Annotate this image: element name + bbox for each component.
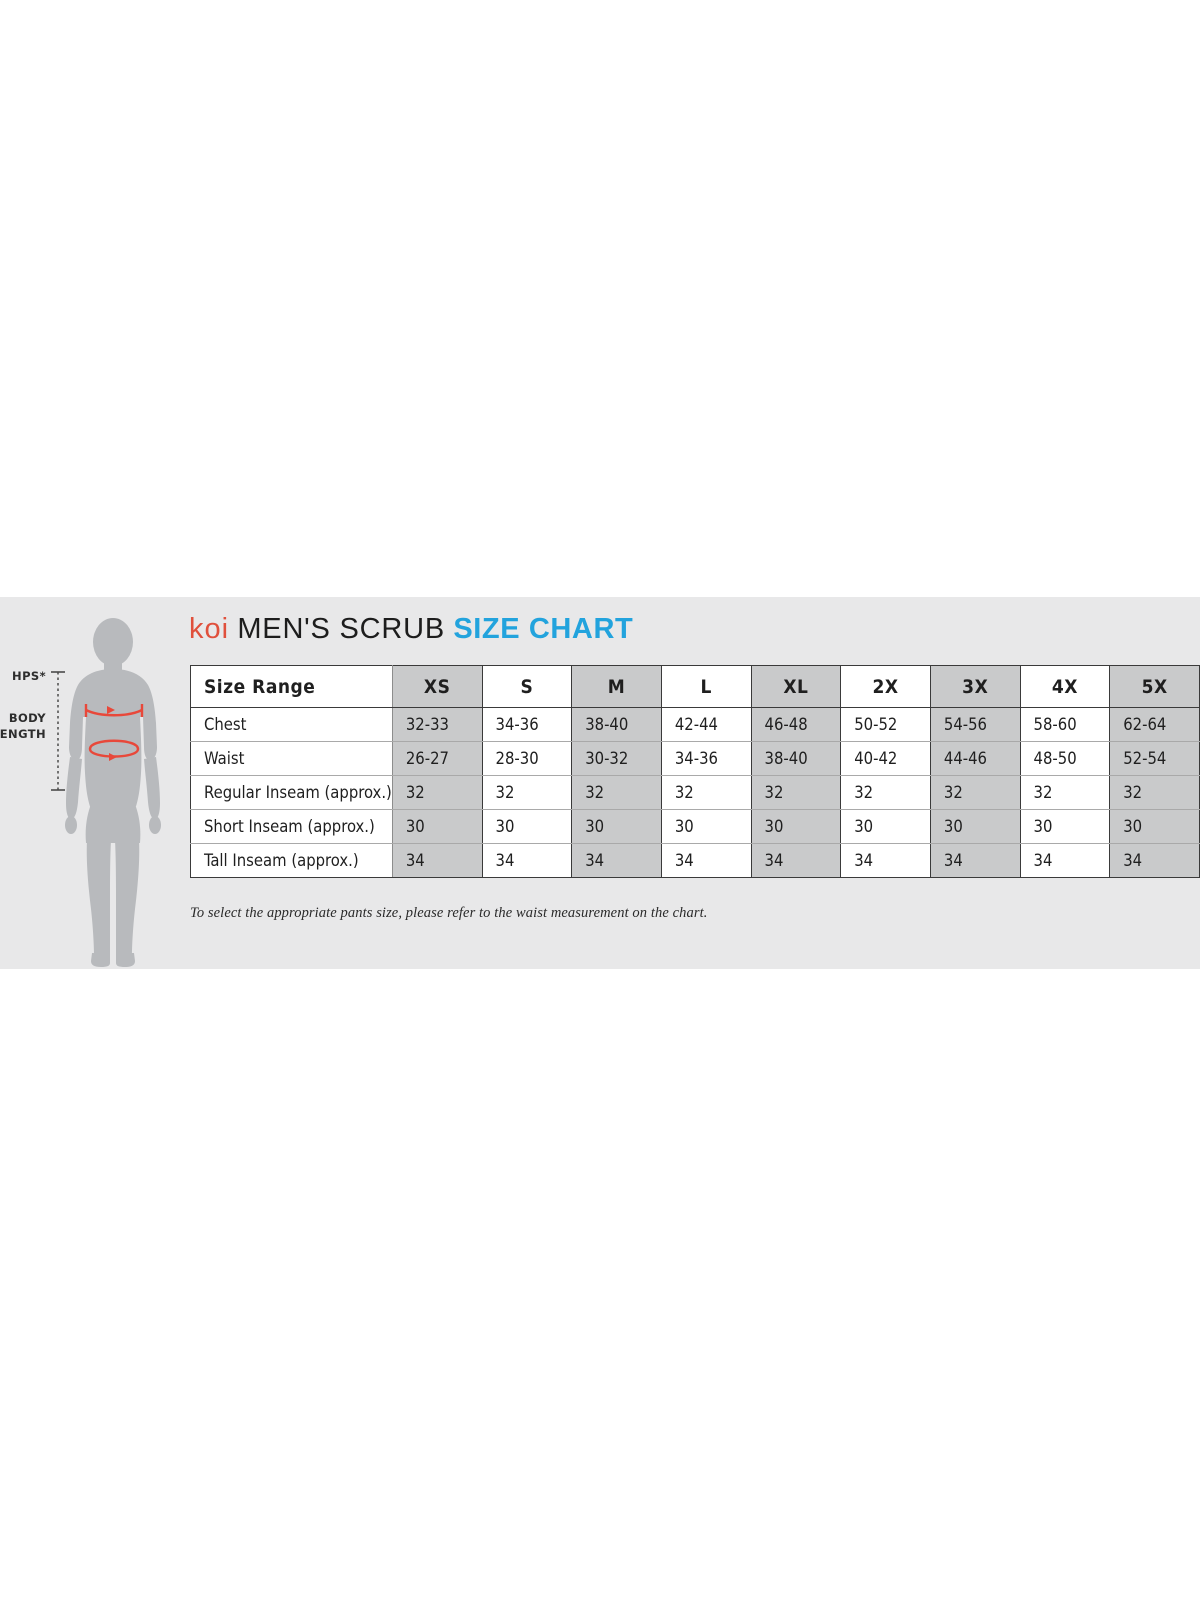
cell-xl: 30	[750, 809, 842, 844]
cell-l: 30	[660, 809, 752, 844]
column-header-s: S	[481, 665, 573, 708]
cell-5x: 52-54	[1109, 741, 1200, 776]
cell-5x: 34	[1109, 843, 1200, 878]
cell-m: 32	[571, 775, 662, 810]
table-row: Tall Inseam (approx.) 34 34 34 34 34 34 34 34 34	[190, 843, 1200, 878]
cell-3x: 34	[929, 843, 1021, 878]
column-header-5x: 5X	[1109, 665, 1200, 708]
table-body: Chest 32-33 34-36 38-40 42-44 46-48 50-52 54-56…	[190, 707, 1200, 878]
row-label: Chest	[190, 707, 393, 742]
cell-m: 38-40	[571, 707, 662, 742]
row-label: Regular Inseam (approx.)	[190, 775, 393, 810]
cell-xl: 32	[750, 775, 842, 810]
table-row: Chest 32-33 34-36 38-40 42-44 46-48 50-52 54-56…	[190, 707, 1200, 742]
cell-2x: 32	[840, 775, 931, 810]
cell-l: 34	[660, 843, 752, 878]
cell-l: 32	[660, 775, 752, 810]
table-head: Size Range XS S M L XL 2X 3X 4X 5X	[190, 665, 1200, 708]
cell-4x: 34	[1019, 843, 1111, 878]
cell-2x: 40-42	[840, 741, 931, 776]
cell-s: 30	[481, 809, 573, 844]
cell-4x: 58-60	[1019, 707, 1111, 742]
row-label: Short Inseam (approx.)	[190, 809, 393, 844]
cell-3x: 44-46	[929, 741, 1021, 776]
table-header-row: Size Range XS S M L XL 2X 3X 4X 5X	[190, 665, 1200, 708]
size-chart-table: Size Range XS S M L XL 2X 3X 4X 5X Chest 32-33 34-…	[190, 665, 1200, 878]
table-row: Waist 26-27 28-30 30-32 34-36 38-40 40-42 44-46…	[190, 741, 1200, 776]
column-header-2x: 2X	[840, 665, 931, 708]
table-row: Regular Inseam (approx.) 32 32 32 32 32 32 32 32…	[190, 775, 1200, 810]
cell-xs: 32-33	[391, 707, 483, 742]
male-body-silhouette-icon	[51, 618, 161, 967]
column-header-m: M	[571, 665, 662, 708]
cell-s: 28-30	[481, 741, 573, 776]
body-length-line2: LENGTH	[0, 727, 46, 741]
cell-m: 30	[571, 809, 662, 844]
cell-l: 42-44	[660, 707, 752, 742]
cell-5x: 32	[1109, 775, 1200, 810]
hps-label: HPS*	[12, 669, 46, 683]
cell-3x: 30	[929, 809, 1021, 844]
cell-4x: 32	[1019, 775, 1111, 810]
column-header-xl: XL	[750, 665, 842, 708]
cell-m: 30-32	[571, 741, 662, 776]
row-label: Waist	[190, 741, 393, 776]
cell-2x: 50-52	[840, 707, 931, 742]
cell-s: 32	[481, 775, 573, 810]
cell-3x: 32	[929, 775, 1021, 810]
cell-s: 34-36	[481, 707, 573, 742]
footnote-text: To select the appropriate pants size, pl…	[190, 905, 708, 921]
column-header-l: L	[660, 665, 752, 708]
brand-name: koi	[189, 613, 230, 645]
cell-4x: 30	[1019, 809, 1111, 844]
body-length-label: BODY LENGTH	[0, 710, 46, 742]
cell-m: 34	[571, 843, 662, 878]
cell-xl: 46-48	[750, 707, 842, 742]
chest-measure-arrow-icon	[84, 704, 144, 717]
cell-l: 34-36	[660, 741, 752, 776]
size-chart-table-wrap: Size Range XS S M L XL 2X 3X 4X 5X Chest 32-33 34-…	[190, 665, 1200, 878]
cell-5x: 62-64	[1109, 707, 1200, 742]
cell-2x: 30	[840, 809, 931, 844]
cell-xs: 32	[391, 775, 483, 810]
body-measurement-diagram: HPS* BODY LENGTH	[0, 597, 190, 969]
cell-xs: 26-27	[391, 741, 483, 776]
cell-xs: 30	[391, 809, 483, 844]
cell-xs: 34	[391, 843, 483, 878]
column-header-xs: XS	[391, 665, 483, 708]
column-header-size-range: Size Range	[190, 665, 393, 708]
cell-xl: 34	[750, 843, 842, 878]
column-header-3x: 3X	[929, 665, 1021, 708]
row-label: Tall Inseam (approx.)	[190, 843, 393, 878]
title-highlight: SIZE CHART	[453, 613, 634, 645]
table-row: Short Inseam (approx.) 30 30 30 30 30 30 30 30 30	[190, 809, 1200, 844]
cell-5x: 30	[1109, 809, 1200, 844]
size-chart-panel: HPS* BODY LENGTH koi MEN'S SCRUB SIZE CH…	[0, 597, 1200, 969]
cell-s: 34	[481, 843, 573, 878]
page-title: koi MEN'S SCRUB SIZE CHART	[189, 613, 633, 646]
cell-3x: 54-56	[929, 707, 1021, 742]
cell-4x: 48-50	[1019, 741, 1111, 776]
waist-measure-arrow-icon	[88, 739, 140, 761]
cell-xl: 38-40	[750, 741, 842, 776]
cell-2x: 34	[840, 843, 931, 878]
body-length-bracket-icon	[51, 671, 65, 791]
column-header-4x: 4X	[1019, 665, 1111, 708]
body-length-line1: BODY	[8, 711, 46, 725]
title-segment: MEN'S SCRUB	[237, 613, 446, 645]
